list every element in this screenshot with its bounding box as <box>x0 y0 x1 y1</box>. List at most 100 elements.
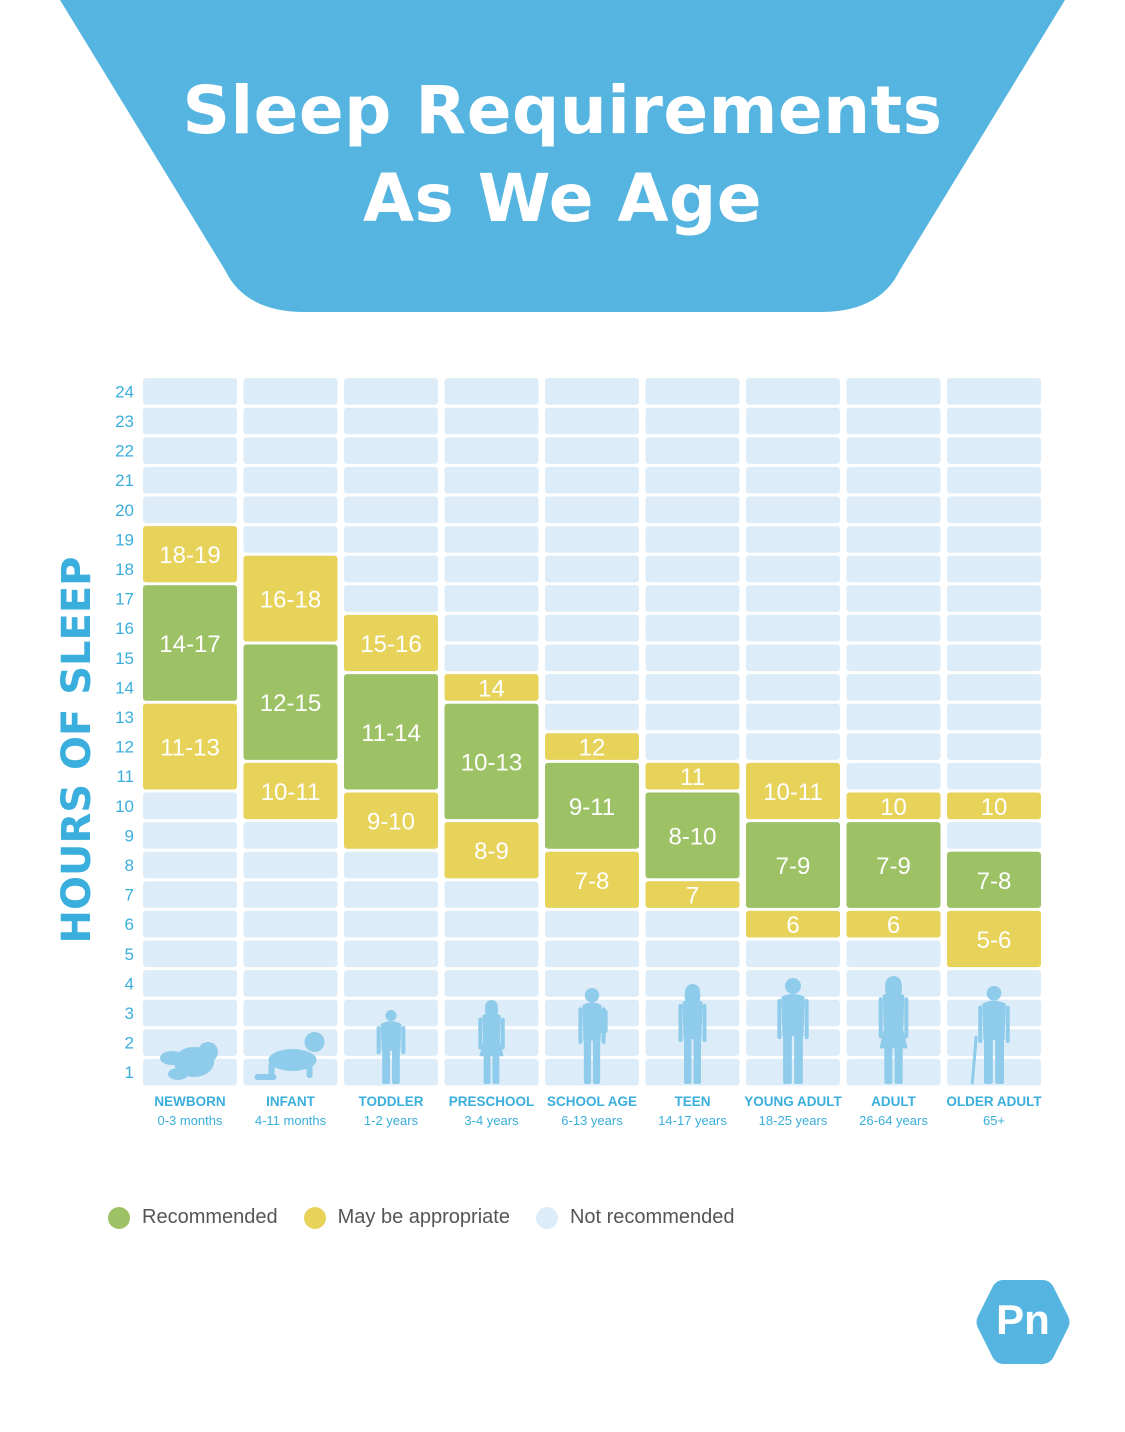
y-tick-label: 22 <box>115 442 134 461</box>
grid-cell <box>344 881 438 908</box>
grid-cell <box>344 970 438 997</box>
category-age-range: 26-64 years <box>859 1113 928 1128</box>
grid-cell <box>746 378 840 405</box>
grid-cell <box>444 496 539 524</box>
range-box-recommended <box>545 762 639 849</box>
grid-cell <box>143 999 237 1027</box>
y-tick-label: 3 <box>125 1004 134 1023</box>
grid-cell <box>846 703 941 731</box>
category-name: SCHOOL AGE <box>547 1094 637 1109</box>
grid-cell <box>645 466 740 494</box>
y-tick-label: 1 <box>125 1063 134 1082</box>
category-age-range: 18-25 years <box>759 1113 828 1128</box>
grid-cell <box>746 407 840 435</box>
legend-item-not-recommended: Not recommended <box>535 1206 734 1229</box>
grid-cell <box>344 378 438 405</box>
grid-cell <box>545 407 639 435</box>
adult-icon <box>878 976 909 1084</box>
grid-cell <box>444 378 539 405</box>
y-tick-label: 5 <box>125 945 134 964</box>
category-name: NEWBORN <box>154 1094 225 1109</box>
category-name: TEEN <box>674 1094 710 1109</box>
grid-cell <box>243 822 338 849</box>
grid-cell <box>645 555 740 583</box>
grid-cell <box>444 585 539 612</box>
grid-cell <box>947 585 1041 612</box>
y-tick-label: 15 <box>115 649 134 668</box>
range-box-may-be-appropriate <box>344 614 438 672</box>
grid-cell <box>947 526 1041 553</box>
grid-cell <box>746 703 840 731</box>
category-name: INFANT <box>266 1094 316 1109</box>
y-tick-label: 24 <box>115 382 134 401</box>
grid-cell <box>645 496 740 524</box>
y-tick-label: 11 <box>116 767 134 786</box>
grid-cell <box>143 881 237 908</box>
range-label: 7-9 <box>876 853 911 880</box>
range-box-may-be-appropriate <box>746 910 840 938</box>
grid-cell <box>947 762 1041 790</box>
grid-cell <box>846 407 941 435</box>
category-age-range: 14-17 years <box>658 1113 727 1128</box>
range-box-may-be-appropriate <box>243 555 338 642</box>
logo-text: Pn <box>996 1296 1050 1343</box>
grid-cell <box>545 910 639 938</box>
range-box-may-be-appropriate <box>645 762 740 790</box>
legend: Recommended May be appropriate Not recom… <box>108 1206 760 1229</box>
range-label: 10-13 <box>461 749 522 776</box>
grid-cell <box>545 585 639 612</box>
range-box-may-be-appropriate <box>444 822 539 879</box>
grid-cell <box>243 910 338 938</box>
range-label: 7 <box>686 883 699 910</box>
grid-cell <box>344 407 438 435</box>
grid-cell <box>645 378 740 405</box>
grid-cell <box>746 940 840 968</box>
grid-cell <box>645 1058 740 1086</box>
range-box-may-be-appropriate <box>846 792 941 820</box>
range-box-recommended <box>444 703 539 820</box>
grid-cell <box>545 378 639 405</box>
grid-cell <box>947 466 1041 494</box>
grid-cell <box>947 822 1041 849</box>
grid-cell <box>444 614 539 642</box>
range-box-recommended <box>243 644 338 760</box>
range-box-recommended <box>947 851 1041 908</box>
y-tick-label: 7 <box>125 886 134 905</box>
range-label: 15-16 <box>360 631 421 658</box>
grid-cell <box>545 940 639 968</box>
grid-cell <box>746 1029 840 1056</box>
grid-cell <box>444 644 539 672</box>
grid-cell <box>143 822 237 849</box>
grid-cell <box>143 437 237 464</box>
category-name: YOUNG ADULT <box>744 1094 842 1109</box>
range-box-may-be-appropriate <box>746 762 840 820</box>
category-age-range: 65+ <box>983 1113 1005 1128</box>
grid-cell <box>444 970 539 997</box>
y-tick-label: 8 <box>125 856 134 875</box>
legend-item-recommended: Recommended <box>108 1206 278 1229</box>
range-label: 11-13 <box>160 735 220 762</box>
grid-cell <box>746 555 840 583</box>
grid-cell <box>846 378 941 405</box>
grid-cell <box>746 733 840 760</box>
grid-cell <box>746 644 840 672</box>
grid-cell <box>344 1058 438 1086</box>
grid-cell <box>746 614 840 642</box>
range-box-may-be-appropriate <box>143 526 237 583</box>
recommended-dot-icon <box>108 1206 130 1229</box>
grid-cell <box>846 466 941 494</box>
grid-cell <box>645 407 740 435</box>
grid-cell <box>545 1029 639 1056</box>
grid-cell <box>243 526 338 553</box>
grid-cell <box>545 526 639 553</box>
toddler-icon <box>376 1010 406 1084</box>
range-box-may-be-appropriate <box>645 881 740 908</box>
grid-cell <box>243 378 338 405</box>
y-tick-label: 13 <box>115 708 134 727</box>
y-tick-label: 23 <box>115 412 134 431</box>
grid-cell <box>846 526 941 553</box>
category-age-range: 6-13 years <box>561 1113 623 1128</box>
y-tick-label: 2 <box>125 1034 134 1053</box>
range-label: 14 <box>478 675 505 702</box>
grid-cell <box>444 526 539 553</box>
